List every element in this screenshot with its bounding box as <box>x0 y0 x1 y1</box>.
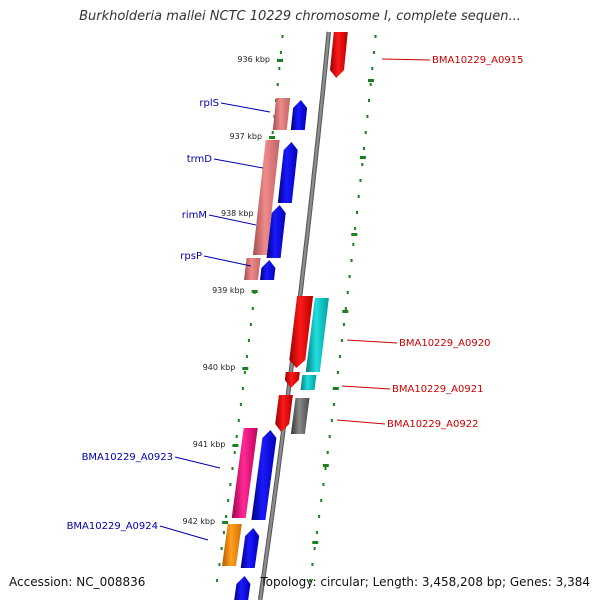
leader-line <box>174 456 221 469</box>
tick-mark <box>222 521 229 524</box>
gene-label-rpsp[interactable]: rpsP <box>180 251 202 262</box>
gene-feature[interactable] <box>234 576 251 600</box>
gene-feature[interactable] <box>305 298 329 372</box>
gene-feature-rpsp[interactable] <box>244 258 261 280</box>
tick-mark <box>232 444 239 447</box>
gene-feature[interactable] <box>277 142 298 203</box>
leader-line <box>336 419 386 425</box>
tick-label: 941 kbp <box>193 440 226 449</box>
genome-summary-text: Topology: circular; Length: 3,458,208 bp… <box>260 575 590 589</box>
leader-line <box>346 339 398 344</box>
tick-label: 937 kbp <box>229 132 262 141</box>
gene-feature-rpls[interactable] <box>272 98 291 130</box>
tick-label: 939 kbp <box>212 286 245 295</box>
gene-feature[interactable] <box>240 528 260 568</box>
leader-line <box>208 214 257 226</box>
gene-feature-rimm[interactable] <box>266 205 286 258</box>
gene-label-bma10229-a0923[interactable]: BMA10229_A0923 <box>82 452 173 463</box>
leader-line <box>341 385 391 390</box>
label-layer: rplS trmD rimM rpsP BMA10229_A0915 BMA10229_A… <box>67 55 523 541</box>
gene-label-bma10229-a0924[interactable]: BMA10229_A0924 <box>67 521 158 532</box>
gene-label-trmd[interactable]: trmD <box>187 154 213 165</box>
gene-feature-bma10229-a0923[interactable] <box>231 428 258 518</box>
leader-line <box>213 158 264 169</box>
gene-label-rpls[interactable]: rplS <box>199 98 219 109</box>
leader-line <box>381 58 431 61</box>
gene-feature[interactable] <box>284 372 300 388</box>
gene-feature-bma10229-a0915[interactable] <box>330 32 348 78</box>
gene-label-bma10229-a0922[interactable]: BMA10229_A0922 <box>387 419 478 430</box>
gene-label-bma10229-a0915[interactable]: BMA10229_A0915 <box>432 55 523 66</box>
map-title: Burkholderia mallei NCTC 10229 chromosom… <box>79 9 521 24</box>
tick-mark <box>242 367 249 370</box>
gene-label-bma10229-a0920[interactable]: BMA10229_A0920 <box>399 338 490 349</box>
gene-feature[interactable] <box>260 260 276 280</box>
leader-line <box>220 102 271 113</box>
gene-feature-bma10229-a0921[interactable] <box>300 375 317 390</box>
leader-line <box>159 525 209 541</box>
tick-mark <box>251 290 258 293</box>
gene-feature[interactable] <box>251 430 277 520</box>
accession-text: Accession: NC_008836 <box>9 575 146 589</box>
leader-line <box>203 255 252 267</box>
tick-label: 936 kbp <box>237 55 270 64</box>
gene-feature-bma10229-a0920[interactable] <box>289 296 314 368</box>
gene-layer <box>222 32 348 600</box>
tick-layer: 936 kbp 937 kbp 938 kbp 939 kbp 940 kbp 941 k… <box>182 35 377 582</box>
tick-mark <box>277 59 283 62</box>
gene-feature[interactable] <box>275 395 293 432</box>
gene-label-rimm[interactable]: rimM <box>182 210 207 221</box>
gene-feature-bma10229-a0922[interactable] <box>290 398 310 434</box>
tick-label: 938 kbp <box>221 209 254 218</box>
gene-feature-bma10229-a0924[interactable] <box>222 524 242 566</box>
gene-label-bma10229-a0921[interactable]: BMA10229_A0921 <box>392 384 483 395</box>
tick-label: 940 kbp <box>203 363 236 372</box>
gene-feature-trmd[interactable] <box>252 140 280 255</box>
tick-label: 942 kbp <box>182 517 215 526</box>
tick-mark <box>269 136 276 139</box>
gene-feature[interactable] <box>290 100 308 130</box>
